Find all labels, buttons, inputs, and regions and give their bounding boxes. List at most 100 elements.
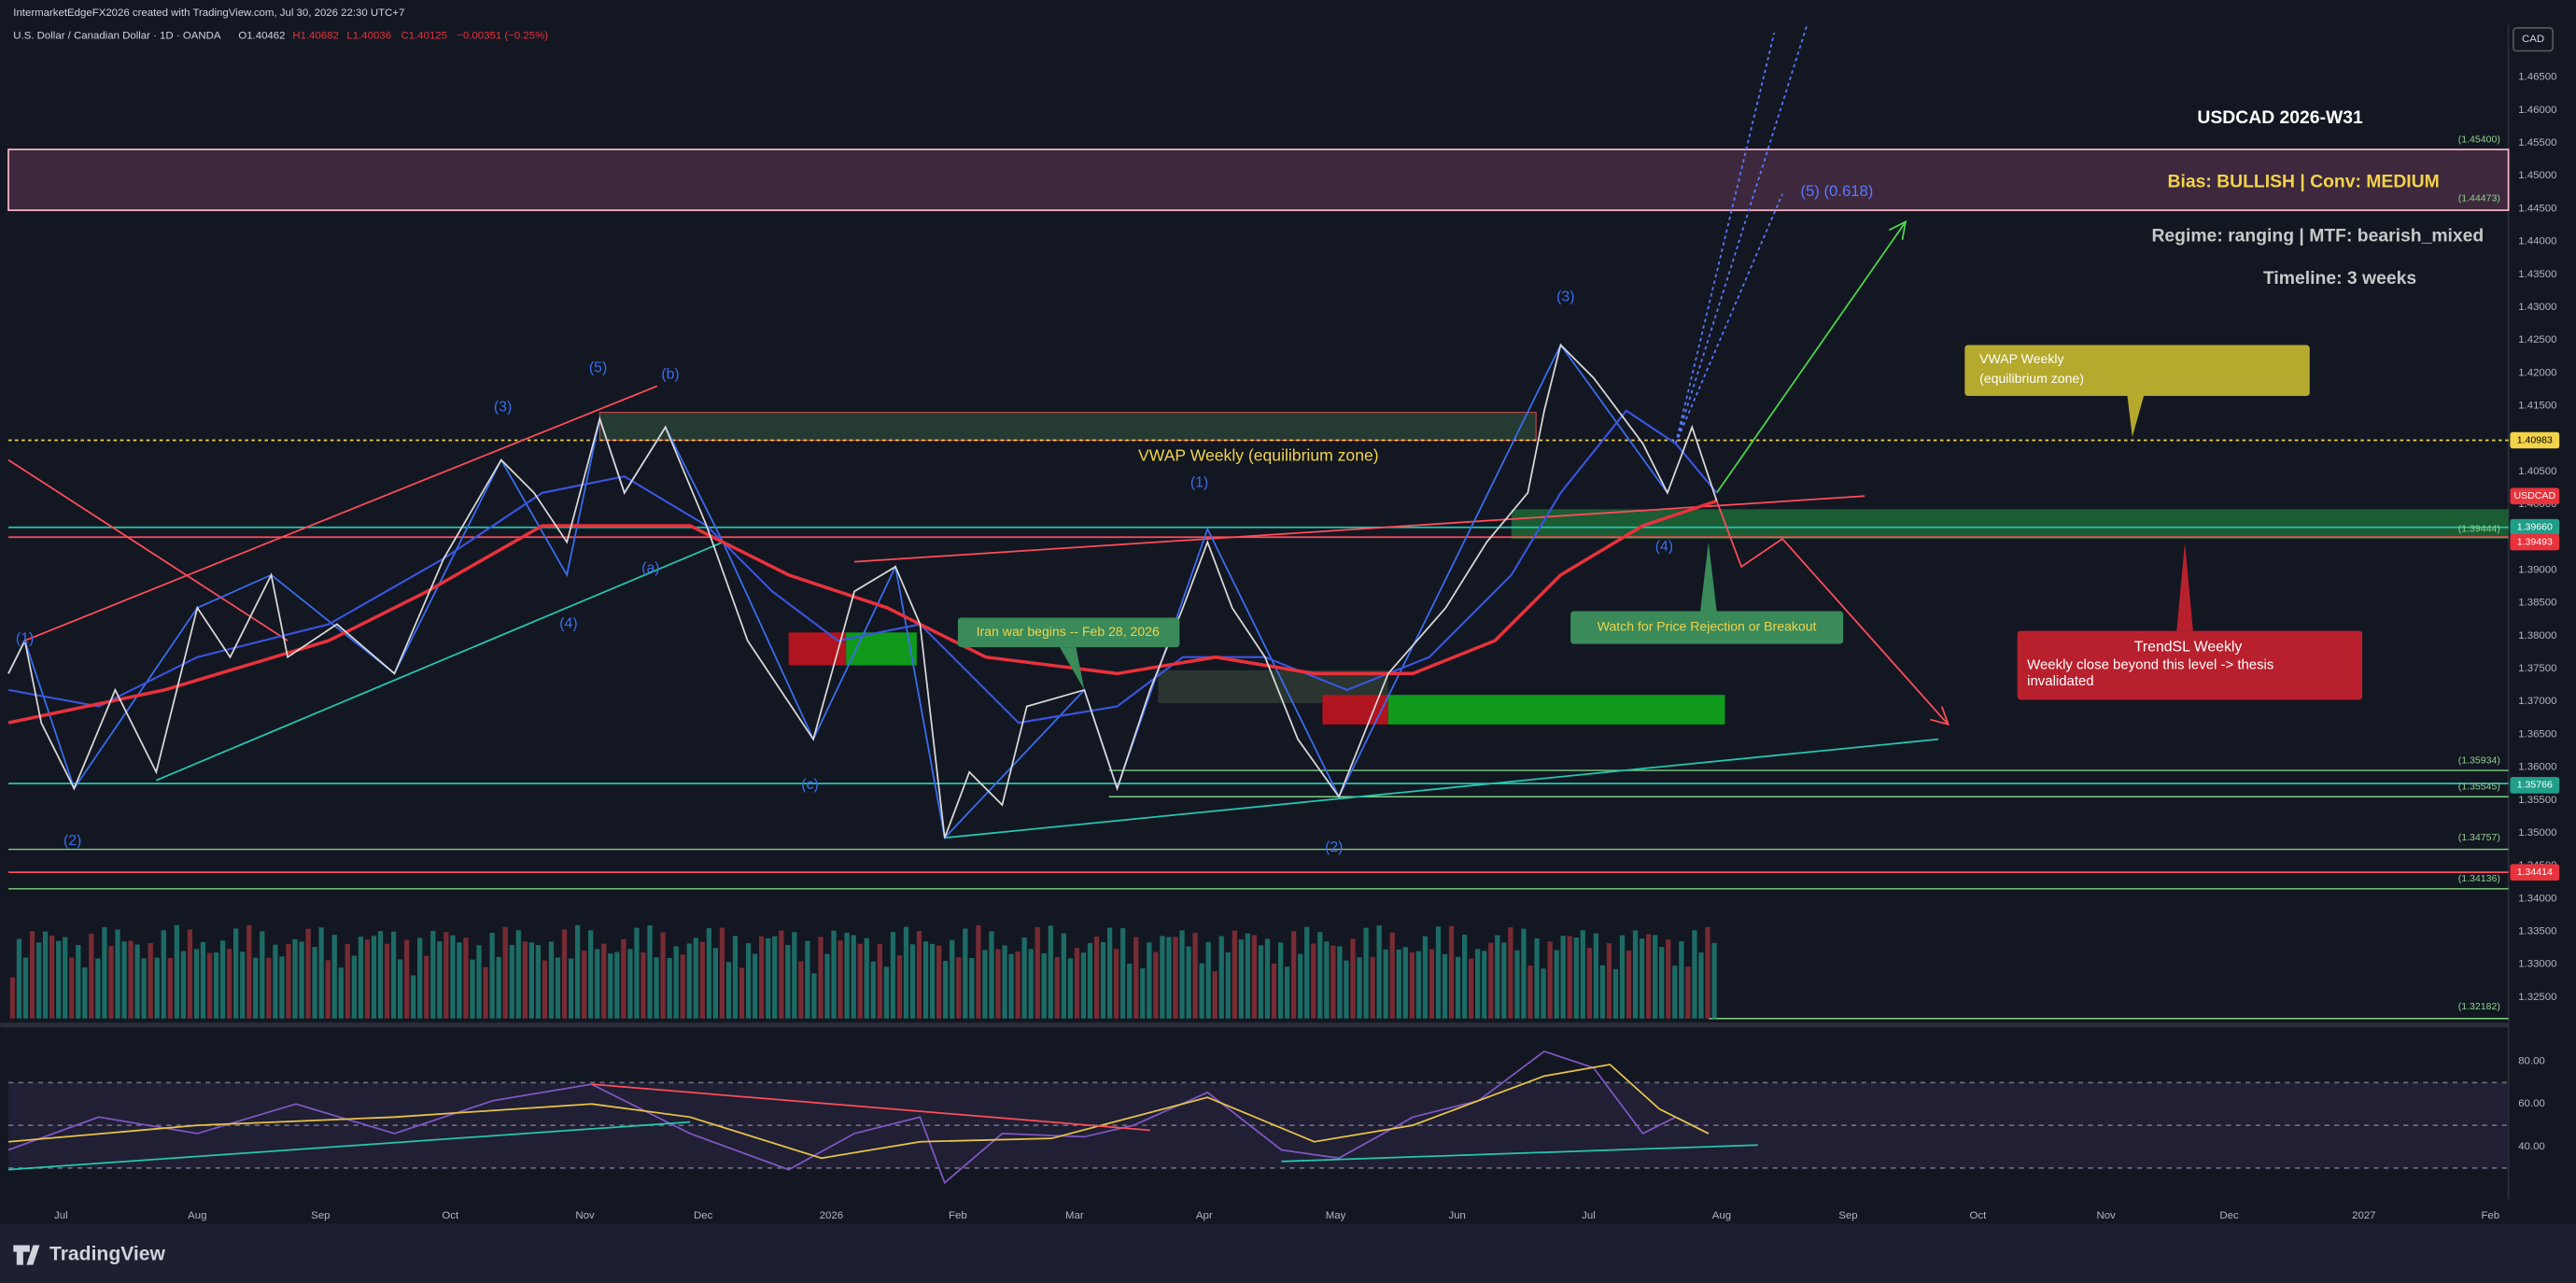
volume-bar (515, 930, 521, 1019)
price-tag (2510, 518, 2560, 536)
price-label: 1.41500 (2518, 401, 2556, 412)
rsi-label: 80.00 (2518, 1056, 2545, 1067)
level-note: (1.45400) (2458, 134, 2500, 145)
volume-bar (1554, 950, 1559, 1019)
volume-bar (49, 935, 55, 1019)
volume-bar (759, 936, 765, 1019)
volume-bar (963, 928, 968, 1019)
volume-bar (1212, 971, 1218, 1019)
price-label: 1.42500 (2518, 334, 2556, 345)
volume-bar (1619, 935, 1626, 1019)
rsi-ma (7, 1064, 1710, 1160)
price-label: 1.35500 (2518, 795, 2556, 806)
volume-bar (1357, 957, 1362, 1019)
price-label: 1.37000 (2518, 696, 2556, 707)
volume-bar (351, 955, 357, 1019)
volume-bar (1324, 941, 1330, 1019)
volume-bar (1415, 951, 1422, 1019)
volume-bar (640, 952, 646, 1019)
price-tag (2510, 777, 2560, 794)
volume-bar (1514, 950, 1520, 1019)
currency[interactable]: CAD (2522, 34, 2544, 45)
volume-bar (141, 958, 147, 1019)
volume-bar (470, 959, 475, 1019)
price-label: 1.45000 (2518, 170, 2556, 181)
volume-bar (969, 958, 975, 1019)
volume-bar (345, 944, 350, 1019)
price-label: 1.33500 (2518, 926, 2556, 938)
arrow-head (1889, 219, 1907, 241)
volume-bar (161, 930, 166, 1019)
volume-bar (805, 940, 810, 1019)
price-label: 1.39000 (2518, 564, 2556, 575)
price-label: 1.45500 (2518, 137, 2556, 148)
volume-bar (1147, 942, 1152, 1019)
volume-bar (246, 924, 252, 1019)
volume-bar (1153, 952, 1159, 1019)
volume-bar (1186, 946, 1191, 1019)
volume-bar (1041, 952, 1047, 1019)
volume-bar (922, 941, 929, 1019)
volume-bar (1705, 926, 1710, 1019)
volume-bar (56, 940, 62, 1019)
price-label: 1.33000 (2518, 959, 2556, 970)
volume-bar (1679, 940, 1684, 1019)
price-label: 1.44500 (2518, 203, 2556, 214)
wave-label: (4) (559, 616, 577, 632)
volume-bar (299, 941, 304, 1019)
level-note: (1.34757) (2458, 832, 2500, 843)
volume-bar (95, 958, 101, 1019)
volume-bar (595, 949, 600, 1019)
volume-bar (634, 927, 640, 1019)
volume-bar (312, 947, 317, 1019)
supply-zone (598, 412, 1537, 442)
trendline (24, 385, 658, 642)
volume-bar (956, 957, 962, 1019)
volume-bar (253, 957, 259, 1019)
volume-bar (128, 940, 134, 1019)
volume-bar (1698, 952, 1704, 1019)
price-label: 1.38500 (2518, 598, 2556, 609)
volume-bar (1685, 966, 1691, 1019)
time-label: 2026 (820, 1210, 843, 1221)
volume-bar (1521, 928, 1527, 1019)
header-title: IntermarketEdgeFX2026 created with Tradi… (13, 7, 404, 19)
volume-bar (943, 961, 949, 1019)
volume-bar (1166, 937, 1172, 1019)
ohlc-value: C1.40125 (401, 31, 447, 42)
volume-bar (1409, 952, 1415, 1019)
volume-bar (844, 932, 850, 1019)
volume-bar (785, 945, 791, 1019)
volume-bar (831, 930, 837, 1019)
volume-bar (167, 958, 173, 1019)
volume-bar (1482, 951, 1487, 1019)
ohlc-value: −0.00351 (−0.25%) (457, 31, 548, 42)
volume-bar (1646, 934, 1652, 1019)
time-label: Sep (1838, 1210, 1857, 1221)
volume-bar (1606, 943, 1612, 1019)
time-label: Jul (54, 1210, 68, 1221)
time-label: Feb (949, 1210, 967, 1221)
price-tag-text: USDCAD (2514, 490, 2556, 501)
price-path (7, 343, 1718, 839)
volume-bar (1599, 965, 1606, 1019)
volume-bar (745, 943, 752, 1019)
volume-bar (286, 943, 291, 1019)
volume-bar (318, 927, 324, 1019)
level-note: (1.39444) (2458, 523, 2500, 534)
trendsl-box (2017, 630, 2363, 700)
volume-bar (1304, 926, 1310, 1019)
volume-bar (1317, 932, 1323, 1019)
volume-bar (1238, 939, 1244, 1019)
volume-bar (1672, 966, 1678, 1019)
wave-label: (2) (63, 833, 81, 849)
volume-bar (1021, 938, 1027, 1019)
volume-bar (233, 928, 239, 1019)
volume-bar (1488, 942, 1494, 1019)
volume-bar (1192, 932, 1198, 1019)
volume-bar (443, 932, 449, 1019)
volume-bar (1429, 949, 1435, 1019)
volume-bar (1140, 967, 1146, 1019)
currency-button[interactable] (2513, 27, 2555, 52)
volume-bar (1541, 968, 1546, 1019)
